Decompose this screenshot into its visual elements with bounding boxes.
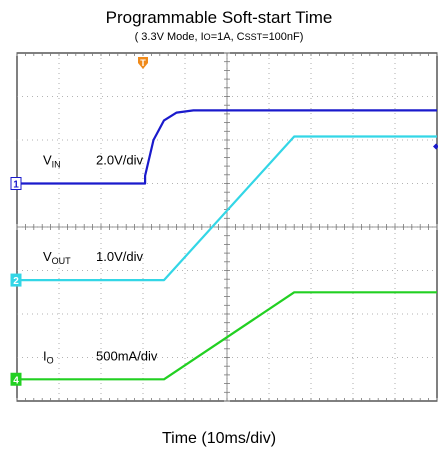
trace-scale-v-out: 1.0V/div xyxy=(96,249,143,264)
channel-marker-text: 2 xyxy=(13,276,19,287)
trace-i-o xyxy=(17,291,437,381)
trace-label-i-o: IO xyxy=(43,348,54,365)
channel-marker-text: 1 xyxy=(13,180,19,191)
chart-subtitle: ( 3.3V Mode, IO=1A, CSST=100nF) xyxy=(134,31,304,43)
trigger-icon xyxy=(138,57,148,69)
channel-markers: 1 2 4 xyxy=(10,177,22,386)
trace-scale-v-in: 2.0V/div xyxy=(96,153,143,168)
channel-marker-box xyxy=(10,273,22,287)
traces xyxy=(17,109,437,381)
trace-labels: VIN 2.0V/div VOUT 1.0V/div IO 500mA/div xyxy=(43,153,158,366)
trace-v-out xyxy=(17,135,437,282)
channel-marker-box xyxy=(10,372,22,386)
trace-scale-i-o: 500mA/div xyxy=(96,348,158,363)
chart-title: Programmable Soft-start Time xyxy=(105,8,333,27)
trace-label-v-out: VOUT xyxy=(43,249,71,266)
trace-v-in xyxy=(17,109,437,185)
trigger-label: T xyxy=(140,58,146,68)
channel-marker-4: 4 xyxy=(10,372,22,386)
channel-marker-1: 1 xyxy=(10,177,22,191)
channel-marker-2: 2 xyxy=(10,273,22,287)
channel-marker-text: 4 xyxy=(13,375,19,386)
offset-indicator-icon xyxy=(433,143,438,150)
x-axis-label: Time (10ms/div) xyxy=(161,430,277,447)
trace-label-v-in: VIN xyxy=(43,153,61,170)
channel-marker-box xyxy=(10,177,22,190)
trigger-marker: T xyxy=(138,57,438,150)
